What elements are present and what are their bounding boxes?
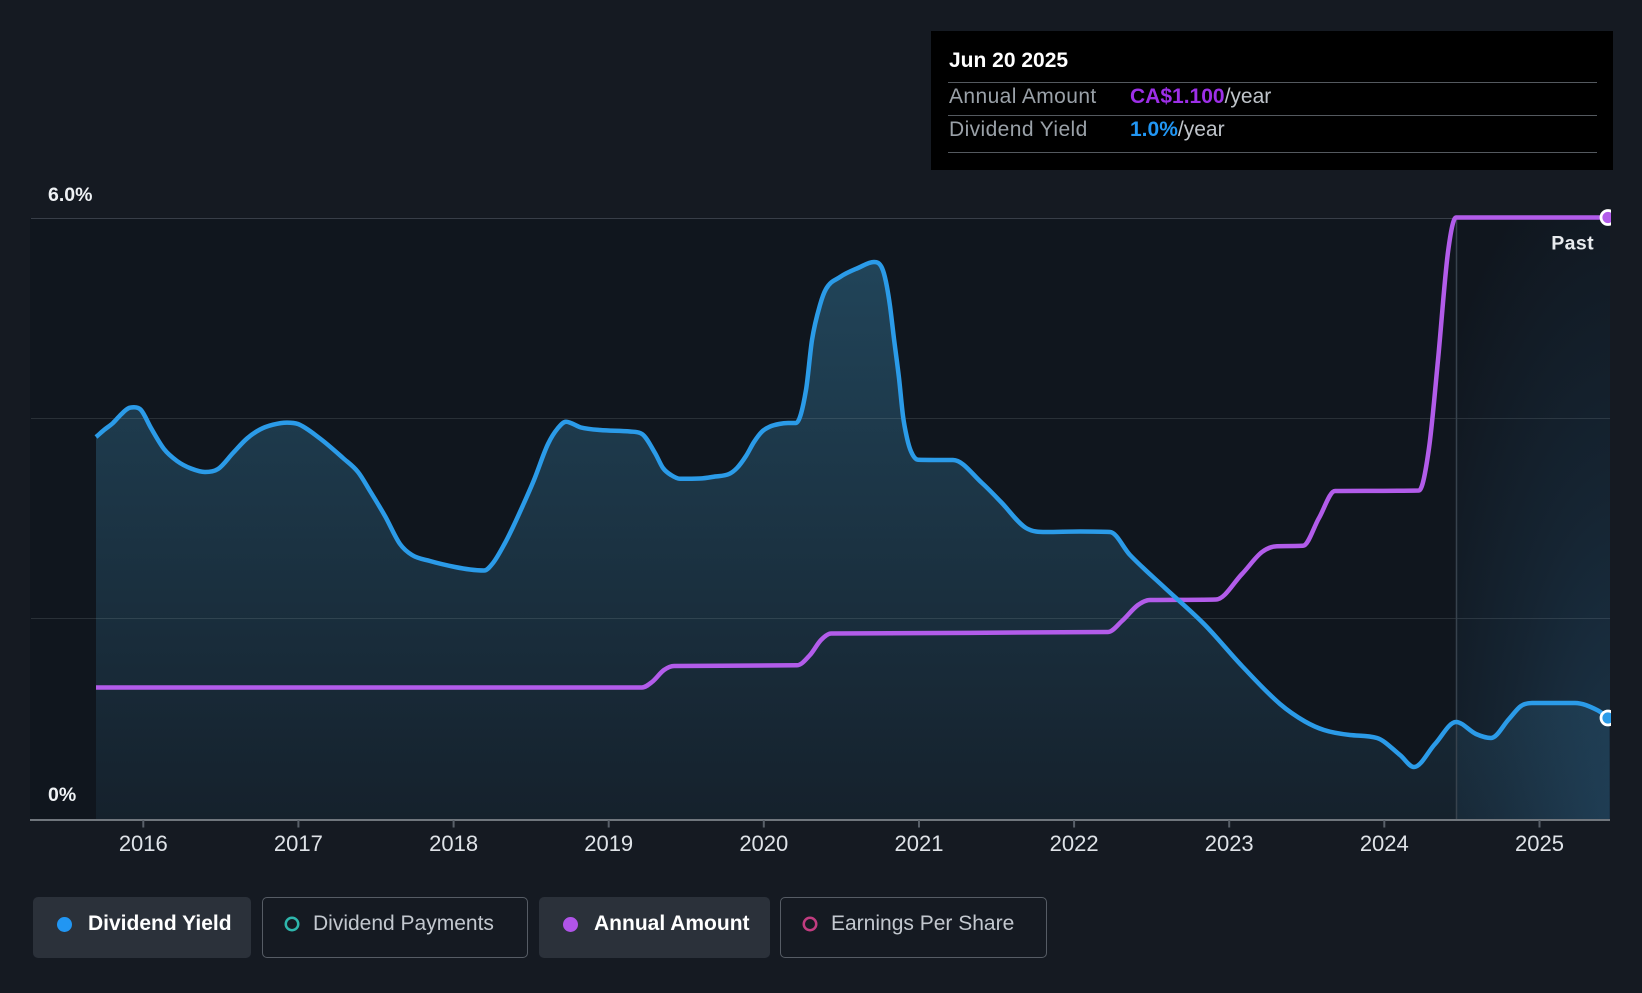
svg-text:2020: 2020 [739,831,788,856]
svg-text:0%: 0% [48,784,76,806]
svg-text:Past: Past [1551,233,1594,255]
svg-text:2019: 2019 [584,831,633,856]
svg-text:2022: 2022 [1050,831,1099,856]
svg-text:2018: 2018 [429,831,478,856]
svg-text:2025: 2025 [1515,831,1564,856]
svg-text:2016: 2016 [119,831,168,856]
svg-text:2024: 2024 [1360,831,1409,856]
svg-text:2021: 2021 [895,831,944,856]
svg-text:6.0%: 6.0% [48,184,92,206]
svg-text:2023: 2023 [1205,831,1254,856]
svg-text:2017: 2017 [274,831,323,856]
